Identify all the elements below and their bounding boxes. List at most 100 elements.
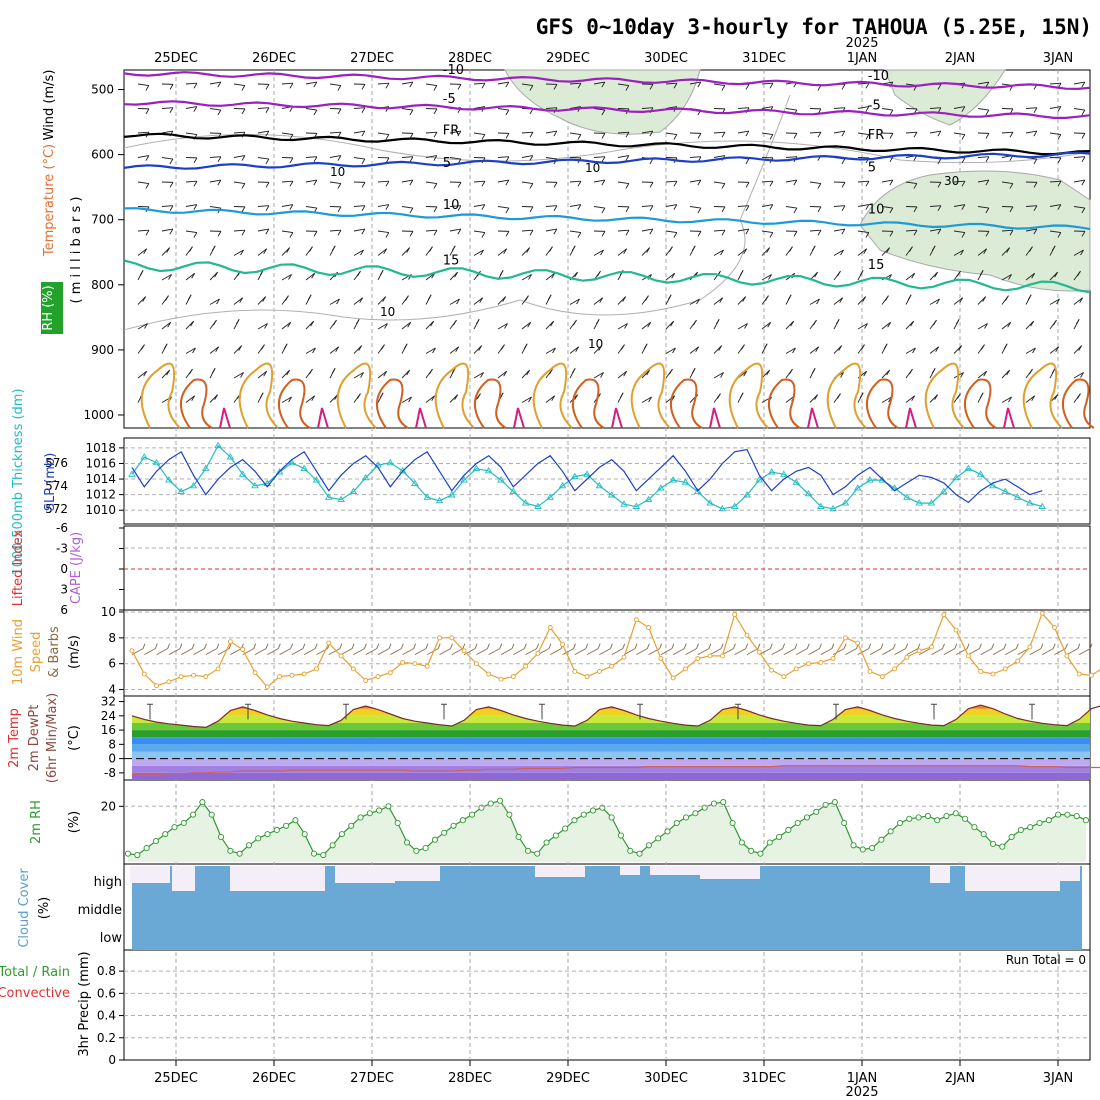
rh2m-point	[496, 797, 504, 804]
wind10m-barb-flag	[253, 643, 257, 649]
upper-wind-barb-flag	[169, 182, 174, 188]
wind-speed-point	[732, 612, 738, 618]
wind10m-barb	[180, 648, 193, 656]
wind10m-barb-flag	[622, 643, 626, 649]
thickness-point	[460, 476, 468, 483]
upper-wind-barb-flag	[911, 395, 916, 401]
upper-wind-barb-flag	[837, 270, 841, 277]
upper-wind-barb	[425, 83, 437, 86]
temp-contour-label-5-0: 5	[443, 156, 451, 171]
pressure-tick-label-900: 900	[91, 343, 114, 357]
cloud-gap	[700, 866, 760, 879]
upper-wind-barb-flag	[958, 345, 963, 351]
upper-wind-barb	[809, 131, 822, 134]
upper-wind-barb	[569, 106, 581, 109]
upper-wind-barb-flag	[1006, 369, 1011, 376]
upper-wind-barb-flag	[671, 272, 676, 279]
wind10m-barb-flag	[339, 643, 343, 649]
upper-wind-barb-flag	[839, 297, 844, 303]
wind10m-barb	[377, 648, 390, 656]
wind10m-barb-flag	[917, 643, 921, 649]
upper-wind-barb-flag	[765, 295, 769, 301]
rh2m-point	[813, 808, 820, 815]
upper-wind-barb	[353, 249, 364, 256]
upper-wind-barb-flag	[311, 272, 316, 279]
thickness-point	[878, 476, 887, 483]
upper-wind-barb	[737, 205, 750, 207]
upper-wind-barb-flag	[1029, 246, 1033, 252]
upper-wind-barb-flag	[259, 392, 264, 399]
thickness-point	[275, 468, 284, 475]
upper-wind-barb	[185, 82, 198, 85]
wind-speed-point	[154, 683, 160, 689]
upper-wind-barb-flag	[721, 230, 726, 236]
thickness-point	[177, 487, 185, 494]
wind10m-barb	[795, 648, 808, 656]
bottom-date-31DEC: 31DEC	[742, 1071, 786, 1086]
upper-wind-barb-flag	[816, 298, 820, 305]
wind10m-barb	[390, 648, 402, 656]
upper-wind-barb	[257, 157, 269, 160]
upper-wind-barb-flag	[381, 344, 385, 350]
upper-wind-barb-flag	[192, 347, 196, 354]
upper-wind-barb-flag	[481, 181, 486, 187]
rh2m-point	[264, 831, 271, 838]
temp-contour-15	[123, 259, 1091, 294]
upper-wind-barb-flag	[601, 156, 606, 162]
upper-wind-barb-flag	[312, 347, 316, 354]
slp-tick-label-1010: 1010	[85, 503, 116, 517]
wind-speed-point	[473, 661, 479, 667]
upper-wind-barb-flag	[622, 296, 627, 302]
upper-wind-barb	[929, 228, 941, 232]
rh2m-point	[403, 839, 411, 846]
upper-wind-barb-flag	[841, 205, 846, 211]
upper-wind-barb-flag	[1081, 109, 1086, 116]
upper-wind-barb-flag	[1005, 295, 1009, 301]
upper-wind-barb-flag	[625, 230, 630, 236]
upper-wind-barb-flag	[910, 320, 915, 327]
temp-contour-label-5-1: 5	[868, 160, 876, 175]
upper-wind-barb	[953, 297, 963, 305]
wind10m-barb-flag	[696, 643, 699, 649]
cloud-gap	[650, 866, 700, 875]
rh-label-3: 10	[380, 305, 395, 319]
wind-speed-point	[621, 654, 627, 660]
thermal-magenta	[317, 407, 329, 429]
upper-wind-barb-flag	[333, 319, 337, 326]
top-date-1JAN: 1JAN	[847, 51, 878, 66]
upper-wind-barb	[833, 228, 845, 232]
upper-wind-barb-flag	[480, 249, 484, 256]
upper-wind-barb	[353, 107, 366, 109]
thickness-point	[325, 493, 333, 500]
wind10m-ylabel-3: & Barbs	[47, 626, 62, 678]
upper-wind-barb-flag	[433, 108, 438, 115]
precip-tick-label-0.2: 0.2	[97, 1031, 116, 1045]
thickness-point	[152, 458, 161, 466]
upper-wind-barb-flag	[457, 228, 462, 235]
wind10m-barb-flag	[1003, 643, 1007, 649]
upper-wind-barb	[1073, 297, 1083, 305]
upper-wind-barb-flag	[241, 183, 246, 189]
thermal-orange	[532, 362, 573, 429]
cloud-gap	[230, 866, 280, 891]
temp-contour-label-FR-1: FR	[868, 128, 885, 143]
upper-wind-barb-flag	[793, 133, 798, 139]
upper-wind-barb-flag	[814, 394, 819, 400]
temp-tick-label-32: 32	[101, 695, 116, 709]
rh2m-tick-label-20: 20	[101, 799, 116, 813]
rh2m-point	[1036, 819, 1043, 827]
bottom-year-label: 2025	[845, 1085, 878, 1100]
upper-wind-barb-flag	[238, 345, 243, 351]
top-date-31DEC: 31DEC	[742, 51, 786, 66]
wind10m-barb	[230, 648, 242, 656]
wind-speed-point	[1039, 610, 1045, 616]
upper-wind-barb-flag	[625, 85, 630, 91]
rh2m-point	[906, 815, 913, 822]
precip-ylabel-2: Convective	[0, 986, 70, 1001]
upper-wind-barb	[1025, 130, 1037, 134]
upper-wind-barb	[1049, 298, 1060, 305]
wind-speed-point	[289, 672, 295, 678]
rh2m-point	[729, 819, 736, 827]
wind10m-barb-flag	[683, 643, 687, 649]
